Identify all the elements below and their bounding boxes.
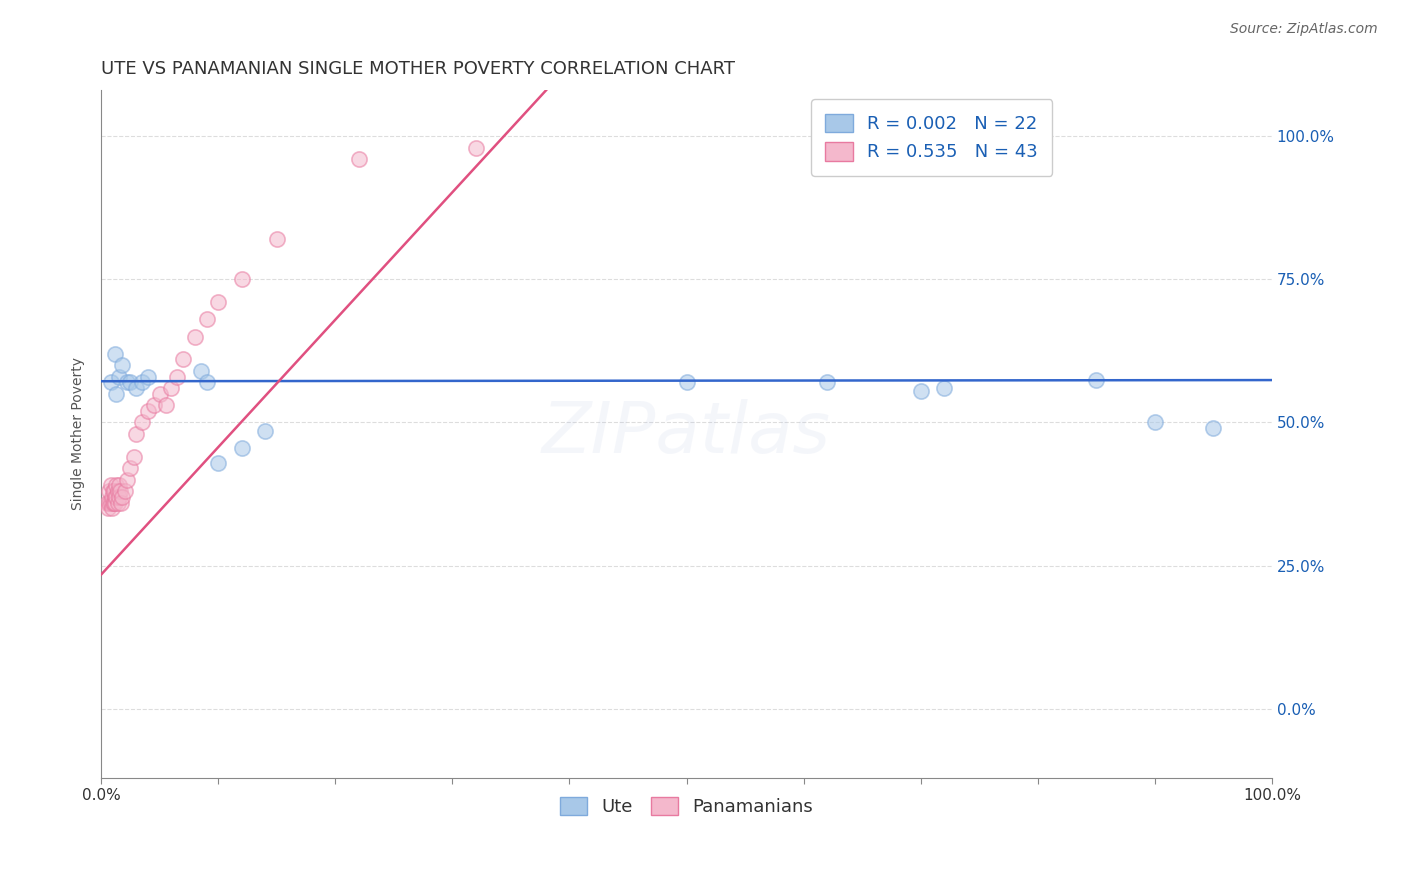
Point [231,442,253,456]
Point [142,398,165,412]
Point [98,496,121,510]
Point [231,272,253,286]
Point [107,496,129,510]
Point [108,484,131,499]
Point [184,329,207,343]
Point [107,369,129,384]
Point [115,376,138,390]
Point [98,484,121,499]
Point [347,152,370,166]
Point [103,496,125,510]
Point [266,232,288,246]
Point [105,490,128,504]
Point [131,416,153,430]
Point [120,461,142,475]
Point [1143,416,1166,430]
Point [104,347,127,361]
Point [1085,372,1108,386]
Legend: Ute, Panamanians: Ute, Panamanians [553,789,820,823]
Point [107,490,129,504]
Point [932,381,955,395]
Point [104,496,127,510]
Point [207,295,229,310]
Point [1202,421,1225,435]
Point [101,484,124,499]
Point [110,496,132,510]
Point [114,484,136,499]
Point [155,398,177,412]
Point [166,369,188,384]
Point [115,473,138,487]
Point [190,364,212,378]
Point [111,490,134,504]
Point [207,456,229,470]
Point [120,376,142,390]
Point [195,312,218,326]
Point [111,358,134,372]
Y-axis label: Single Mother Poverty: Single Mother Poverty [72,358,86,510]
Text: ZIPatlas: ZIPatlas [543,400,831,468]
Point [195,376,218,390]
Point [100,376,122,390]
Point [105,478,128,492]
Point [107,484,129,499]
Point [100,490,122,504]
Point [101,496,124,510]
Text: UTE VS PANAMANIAN SINGLE MOTHER POVERTY CORRELATION CHART: UTE VS PANAMANIAN SINGLE MOTHER POVERTY … [101,60,735,78]
Point [100,478,122,492]
Point [464,140,486,154]
Point [254,424,277,438]
Point [149,387,172,401]
Point [97,501,120,516]
Point [96,496,118,510]
Point [100,496,122,510]
Point [136,369,159,384]
Point [131,376,153,390]
Point [172,352,194,367]
Point [125,381,148,395]
Point [103,484,125,499]
Point [910,384,932,398]
Point [122,450,145,464]
Text: Source: ZipAtlas.com: Source: ZipAtlas.com [1230,22,1378,37]
Point [136,404,159,418]
Point [125,426,148,441]
Point [107,478,129,492]
Point [675,376,697,390]
Point [105,387,128,401]
Point [100,501,122,516]
Point [160,381,183,395]
Point [815,376,838,390]
Point [104,490,127,504]
